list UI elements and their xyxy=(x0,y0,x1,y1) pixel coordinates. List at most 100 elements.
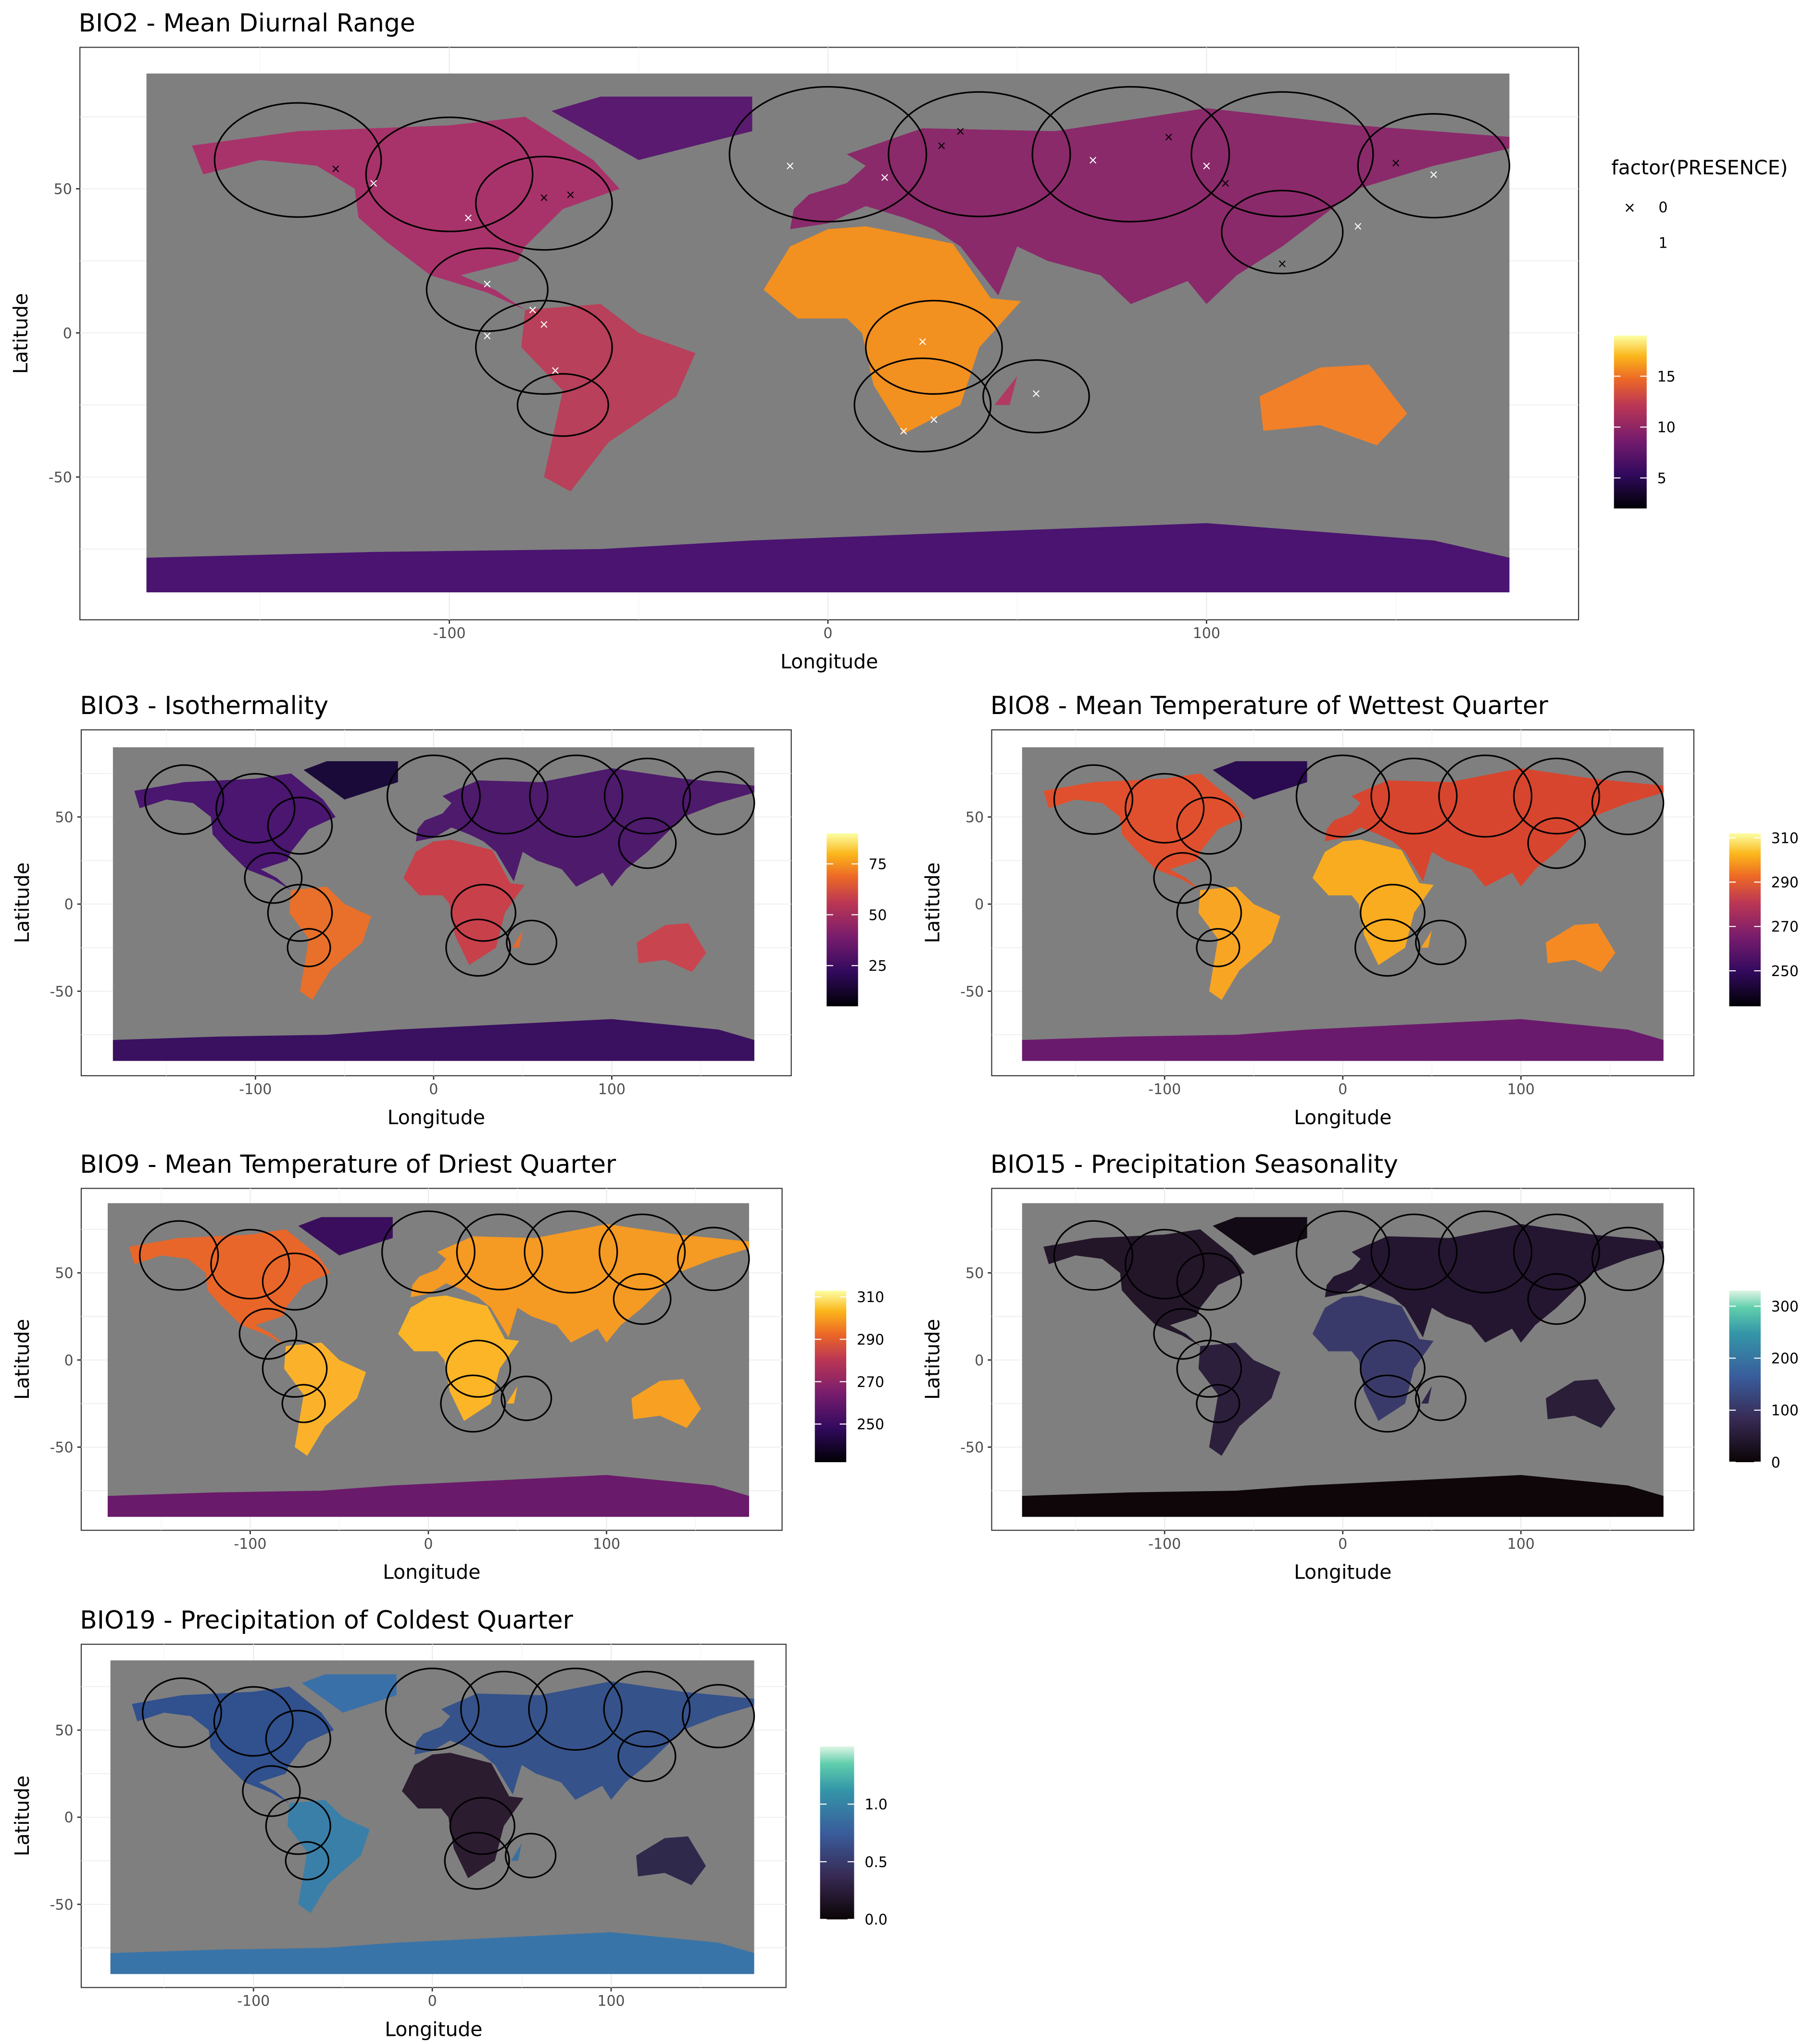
presence-point: × xyxy=(539,317,549,331)
buffer-outline xyxy=(1153,852,1212,904)
land-raster-au xyxy=(636,1836,706,1885)
x-axis-title: Longitude xyxy=(383,1560,480,1583)
land-raster-gr xyxy=(301,1674,397,1713)
x-tick-label: -100 xyxy=(237,1993,270,2010)
land-raster-eu xyxy=(1325,768,1664,887)
land-raster-an xyxy=(107,1475,749,1517)
land-raster-gr xyxy=(298,1217,393,1256)
buffer-outline xyxy=(1591,1227,1665,1292)
land-raster-gr xyxy=(1213,761,1307,800)
buffer-outline xyxy=(516,373,609,437)
x-axis-title: Longitude xyxy=(1294,1106,1391,1129)
buffer-outline xyxy=(1357,113,1510,219)
buffer-outline xyxy=(281,1384,326,1423)
panel-title: BIO15 - Precipitation Seasonality xyxy=(990,1150,1398,1179)
land-raster-af xyxy=(398,1295,519,1421)
colorbar-label: 1.0 xyxy=(865,1796,888,1813)
buffer-outline xyxy=(1370,757,1458,835)
land-raster-eu xyxy=(1325,1224,1664,1343)
buffer-outline xyxy=(1513,757,1600,835)
buffer-outline xyxy=(1196,928,1241,967)
y-tick-label: -50 xyxy=(50,983,74,1000)
y-axis-title: Latitude xyxy=(11,1319,34,1400)
buffer-outline xyxy=(1513,1213,1600,1291)
absence-point: × xyxy=(539,190,549,204)
land-raster-na xyxy=(1043,773,1245,890)
x-axis-title: Longitude xyxy=(1294,1560,1391,1583)
buffer-outline xyxy=(1153,1308,1212,1360)
legend-symbol: × xyxy=(1624,235,1636,251)
buffer-outline xyxy=(139,1220,219,1291)
colorbar-label: 250 xyxy=(1771,963,1799,980)
legend-label: 0 xyxy=(1658,200,1667,216)
y-axis-title: Latitude xyxy=(11,862,34,943)
absence-point: × xyxy=(331,162,341,176)
buffer-outline xyxy=(451,884,516,942)
colorbar-label: 10 xyxy=(1657,419,1676,436)
x-tick-label: 100 xyxy=(598,1081,626,1098)
buffer-outline xyxy=(528,1668,623,1751)
buffer-outline xyxy=(599,1213,686,1291)
buffer-outline xyxy=(265,1797,331,1855)
colorbar-label: 15 xyxy=(1657,368,1676,385)
presence-point: × xyxy=(1202,159,1212,173)
buffer-outline xyxy=(1438,1210,1533,1294)
buffer-outline xyxy=(262,1253,328,1311)
land-raster-af xyxy=(764,226,1021,434)
y-tick-label: 0 xyxy=(64,896,73,913)
land-raster-an xyxy=(113,1019,754,1061)
buffer-outline xyxy=(728,86,927,223)
land-raster-au xyxy=(637,923,706,972)
buffer-outline xyxy=(213,1686,294,1757)
absence-point: × xyxy=(955,124,965,138)
presence-point: × xyxy=(551,363,561,377)
x-axis-title: Longitude xyxy=(780,650,878,673)
colorbar-label: 75 xyxy=(868,856,887,873)
buffer-outline xyxy=(238,1308,298,1360)
buffer-outline xyxy=(265,1709,331,1768)
buffer-outline xyxy=(262,1340,328,1398)
buffer-outline xyxy=(1176,1340,1242,1398)
presence-point: × xyxy=(482,277,492,291)
buffer-outline xyxy=(385,1668,480,1751)
colorbar-label: 310 xyxy=(1771,830,1799,847)
presence-point: × xyxy=(785,159,795,173)
colorbar-label: 290 xyxy=(1771,874,1799,891)
panel-title: BIO19 - Precipitation of Coldest Quarter xyxy=(80,1606,573,1635)
x-tick-label: 0 xyxy=(823,625,832,642)
buffer-outline xyxy=(1527,817,1586,869)
map-panel-2: BIO3 - Isothermality -100 0 100 50 0 -50 Longit… xyxy=(11,691,887,1129)
y-tick-label: 50 xyxy=(965,1265,984,1282)
buffer-outline xyxy=(618,817,677,869)
y-tick-label: 50 xyxy=(55,809,73,826)
x-axis-title: Longitude xyxy=(385,2018,482,2041)
y-axis-title: Latitude xyxy=(11,1776,34,1856)
buffer-outline xyxy=(460,1670,548,1748)
buffer-outline xyxy=(365,116,534,233)
panel-title: BIO9 - Mean Temperature of Driest Quarte… xyxy=(80,1150,616,1179)
land-raster-na xyxy=(192,116,620,310)
buffer-outline xyxy=(888,91,1071,217)
buffer-outline xyxy=(444,1831,510,1890)
map-panel-4: BIO9 - Mean Temperature of Driest Quarte… xyxy=(11,1150,884,1584)
y-tick-label: -50 xyxy=(960,983,984,1000)
buffer-outline xyxy=(1415,1375,1467,1421)
presence-point: × xyxy=(482,329,492,343)
land-raster-na xyxy=(134,773,336,890)
y-tick-label: -50 xyxy=(49,469,72,486)
buffer-outline xyxy=(1125,1229,1205,1300)
buffer-outline xyxy=(144,764,225,835)
land-raster-gr xyxy=(551,96,752,160)
land-raster-au xyxy=(1259,364,1407,446)
buffer-outline xyxy=(244,852,303,904)
colorbar xyxy=(1729,1291,1761,1462)
colorbar-label: 25 xyxy=(868,958,887,975)
buffer-outline xyxy=(1176,1253,1242,1311)
y-tick-label: 50 xyxy=(54,181,72,198)
buffer-outline xyxy=(267,884,333,942)
x-tick-label: -100 xyxy=(1148,1081,1181,1098)
presence-point: × xyxy=(464,211,474,225)
presence-point: × xyxy=(929,412,939,426)
map-panel-6: BIO19 - Precipitation of Coldest Quarter… xyxy=(11,1606,888,2041)
